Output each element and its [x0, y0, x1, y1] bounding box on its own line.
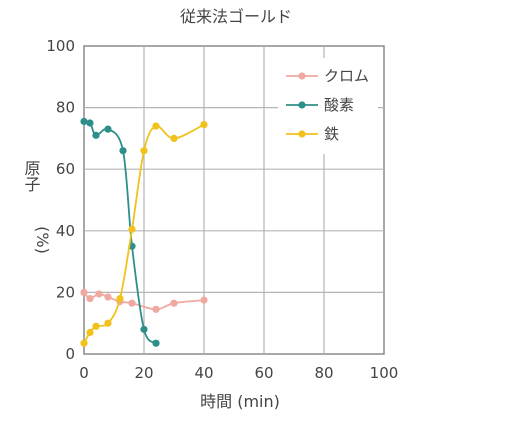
data-point: [170, 134, 178, 142]
y-tick-label: 60: [56, 160, 75, 178]
data-point: [170, 299, 178, 307]
data-point: [119, 147, 127, 155]
y-axis-label: 原子 (%): [22, 160, 53, 254]
data-point: [92, 322, 100, 330]
legend-item: クロム: [286, 67, 369, 85]
data-point: [152, 305, 160, 313]
x-axis-label: 時間 (min): [200, 392, 280, 411]
legend-swatch-marker: [298, 101, 306, 109]
data-point: [200, 296, 208, 304]
data-point: [152, 122, 160, 130]
y-tick-label: 40: [56, 222, 75, 240]
data-point: [104, 293, 112, 301]
series-layer: [80, 117, 208, 347]
legend-label: 酸素: [324, 96, 354, 114]
y-axis-label-main: 原子: [22, 160, 41, 192]
y-tick-label: 0: [65, 345, 75, 363]
data-point: [140, 325, 148, 333]
x-tick-label: 100: [370, 364, 399, 382]
data-point: [116, 294, 124, 303]
legend-swatch-marker: [298, 72, 306, 80]
data-point: [104, 319, 112, 327]
x-tick-label: 60: [254, 364, 273, 382]
y-tick-label: 20: [56, 283, 75, 301]
y-axis-ticks: 0 20 40 60 80 100: [46, 37, 75, 363]
series-2: [80, 120, 208, 347]
x-tick-label: 40: [194, 364, 213, 382]
legend-swatch-marker: [298, 130, 306, 138]
data-point: [152, 339, 160, 347]
y-axis-label-unit: (%): [33, 226, 52, 254]
data-point: [140, 147, 148, 155]
legend-box: [278, 58, 378, 154]
legend-label: クロム: [324, 67, 369, 85]
legend-item: 鉄: [286, 125, 339, 143]
data-point: [95, 290, 103, 298]
data-point: [80, 117, 88, 126]
data-point: [86, 328, 94, 337]
y-tick-label: 100: [46, 37, 75, 55]
y-tick-label: 80: [56, 99, 75, 117]
data-point: [128, 225, 136, 233]
x-tick-label: 0: [79, 364, 89, 382]
data-point: [128, 299, 136, 307]
data-point: [92, 131, 100, 139]
x-tick-label: 80: [314, 364, 333, 382]
data-point: [80, 288, 88, 296]
legend-label: 鉄: [324, 125, 339, 143]
data-point: [104, 125, 112, 133]
chart-title: 従来法ゴールド: [180, 7, 292, 26]
data-point: [86, 119, 94, 127]
data-point: [80, 339, 88, 347]
series-line: [83, 123, 205, 344]
x-tick-label: 20: [134, 364, 153, 382]
legend-item: 酸素: [286, 96, 354, 114]
x-axis-ticks: 0 20 40 60 80 100: [79, 364, 398, 382]
data-point: [200, 120, 208, 129]
series-1: [80, 117, 160, 347]
data-point: [86, 294, 94, 303]
